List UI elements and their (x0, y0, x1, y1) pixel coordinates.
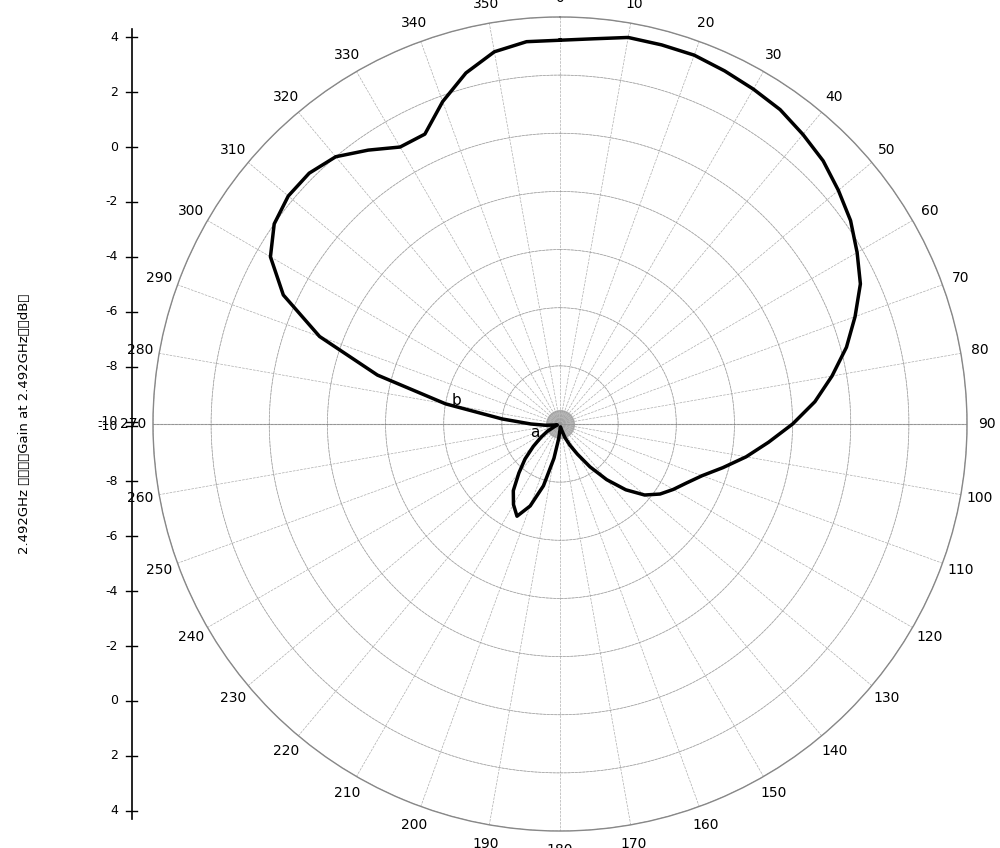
Text: 4: 4 (110, 804, 118, 817)
Text: -4: -4 (106, 250, 118, 264)
Text: -8: -8 (106, 475, 118, 488)
Text: 2: 2 (110, 750, 118, 762)
Text: 2: 2 (110, 86, 118, 98)
Text: 0: 0 (110, 141, 118, 153)
Text: b: b (452, 393, 462, 408)
Text: -2: -2 (106, 196, 118, 209)
Text: -4: -4 (106, 584, 118, 598)
Text: -2: -2 (106, 639, 118, 652)
Text: 2.492GHz 的增益（Gain at 2.492GHz）（dB）: 2.492GHz 的增益（Gain at 2.492GHz）（dB） (18, 293, 32, 555)
Text: -8: -8 (106, 360, 118, 373)
Text: 4: 4 (110, 31, 118, 44)
Text: -6: -6 (106, 530, 118, 543)
Text: -10: -10 (98, 420, 118, 433)
Text: -6: -6 (106, 305, 118, 318)
Text: a: a (530, 425, 539, 440)
Text: -10: -10 (98, 415, 118, 428)
Text: 0: 0 (110, 695, 118, 707)
